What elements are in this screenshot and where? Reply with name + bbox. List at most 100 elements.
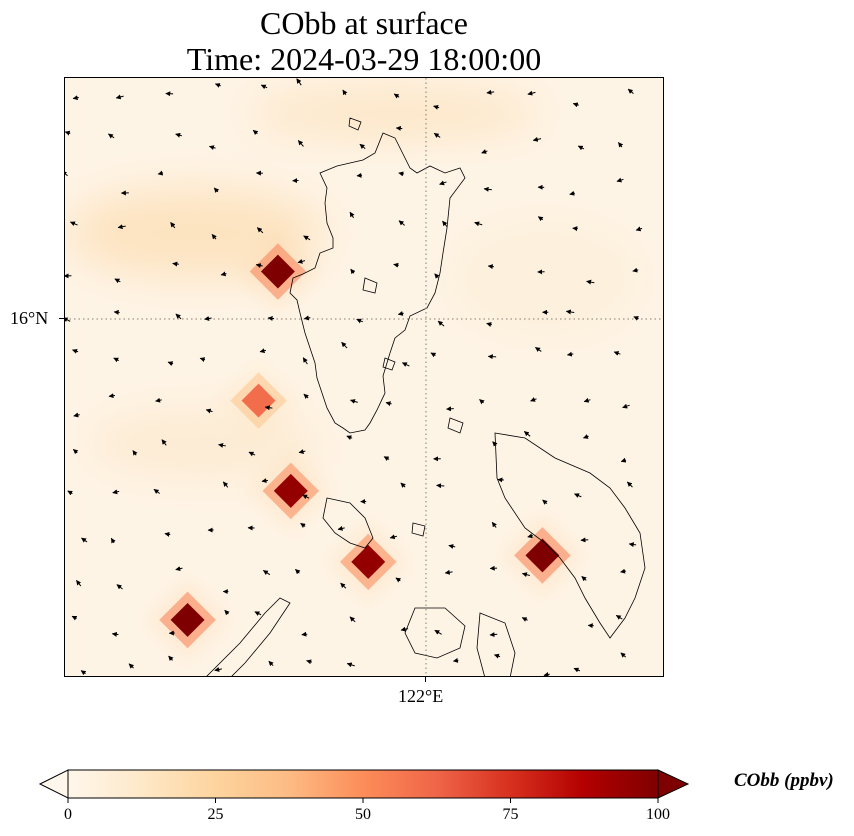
wind-arrow-129 [626,481,633,488]
wind-arrow-84 [341,341,348,349]
wind-arrow-142 [628,542,637,548]
wind-arrow-25 [618,142,624,148]
wind-arrow-80 [167,361,174,366]
wind-arrow-54 [172,261,179,267]
colorbar-ticks [67,798,659,803]
wind-arrow-4 [260,84,268,90]
wind-arrow-121 [261,478,268,484]
wind-arrow-59 [393,262,399,268]
wind-arrow-18 [297,140,304,147]
wind-arrow-177 [452,657,459,663]
wind-arrow-161 [301,631,308,637]
wind-arrow-157 [111,631,119,637]
wind-arrow-53 [114,278,121,284]
wind-arrow-21 [433,132,441,138]
wind-arrow-174 [306,659,313,665]
hotspot-3-layer-2 [351,544,386,579]
colorbar-extend-min [38,769,69,799]
wind-arrow-16 [208,145,216,151]
wind-arrow-117 [67,490,73,496]
wind-arrow-48 [474,221,483,227]
wind-arrow-13 [65,130,71,136]
wind-arrow-45 [349,211,355,219]
wind-arrow-74 [486,322,492,327]
hotspot-4 [499,512,585,598]
wind-arrow-33 [398,171,405,177]
wind-arrow-135 [300,522,306,528]
coastline-negros [476,612,516,676]
colorbar-tick-label-4: 100 [646,806,670,823]
wind-arrow-95 [264,405,273,411]
wind-arrow-153 [521,572,531,578]
hotspot-1 [216,358,301,444]
wind-arrow-115 [582,434,589,439]
hotspot-5 [145,577,231,663]
wind-arrow-11 [572,102,579,108]
wind-arrow-82 [259,348,266,354]
wind-arrow-116 [620,457,627,463]
wind-arrow-91 [73,412,80,418]
wind-arrow-12 [627,88,634,95]
wind-arrow-131 [110,537,116,544]
wind-arrow-144 [116,584,123,590]
wind-arrow-1 [115,94,124,100]
wind-arrow-140 [527,533,534,539]
colorbar [38,769,690,803]
wind-arrow-141 [580,537,589,543]
wind-arrow-107 [218,442,226,448]
wind-arrow-136 [337,525,345,531]
hotspot-0-layer-2 [260,254,295,289]
wind-arrow-38 [616,177,624,183]
wind-arrow-51 [635,226,643,232]
wind-arrow-163 [400,626,409,632]
wind-arrow-145 [175,566,183,572]
wind-arrow-3 [214,83,221,88]
wind-arrow-148 [295,568,301,575]
wind-arrow-164 [434,629,442,635]
wind-arrow-98 [385,401,392,407]
wind-arrow-109 [298,449,306,454]
wind-arrow-39 [69,221,78,227]
wind-arrow-35 [483,186,492,192]
wind-arrow-22 [481,149,488,154]
wind-arrow-170 [128,663,135,669]
wind-arrow-73 [437,320,445,327]
wind-arrow-143 [76,579,82,587]
wind-arrow-69 [267,315,275,321]
wind-arrow-173 [268,660,274,667]
wind-arrow-78 [72,348,79,354]
wind-arrow-61 [487,264,494,270]
colorbar-tick-label-3: 75 [502,806,519,823]
hotspot-3 [325,519,411,605]
wind-arrow-162 [349,616,356,623]
wind-arrow-56 [255,263,263,269]
wind-arrow-43 [256,227,264,234]
wind-arrow-90 [613,351,621,356]
wind-arrow-114 [523,431,531,437]
wind-arrow-124 [400,482,406,488]
wind-arrow-120 [222,481,229,488]
wind-arrow-166 [521,617,528,622]
wind-arrow-63 [586,279,595,285]
wind-arrow-154 [581,576,587,582]
wind-arrow-125 [436,483,445,489]
wind-arrow-17 [252,129,259,136]
wind-arrow-32 [356,172,363,178]
wind-arrow-139 [491,521,497,528]
wind-arrow-83 [302,357,308,365]
wind-arrow-180 [573,667,581,673]
wind-arrow-8 [433,104,440,110]
wind-arrow-26 [65,171,68,177]
wind-arrow-34 [439,180,447,186]
wind-arrow-113 [492,441,498,447]
wind-arrow-179 [543,672,550,676]
wind-arrow-86 [430,352,437,358]
wind-arrow-70 [303,315,311,321]
wind-arrow-130 [81,537,88,543]
wind-arrow-60 [434,273,440,279]
wind-arrow-0 [72,95,79,101]
wind-arrow-178 [493,653,501,659]
wind-arrow-102 [583,397,591,403]
wind-arrow-79 [113,357,120,363]
wind-arrow-85 [401,362,410,367]
